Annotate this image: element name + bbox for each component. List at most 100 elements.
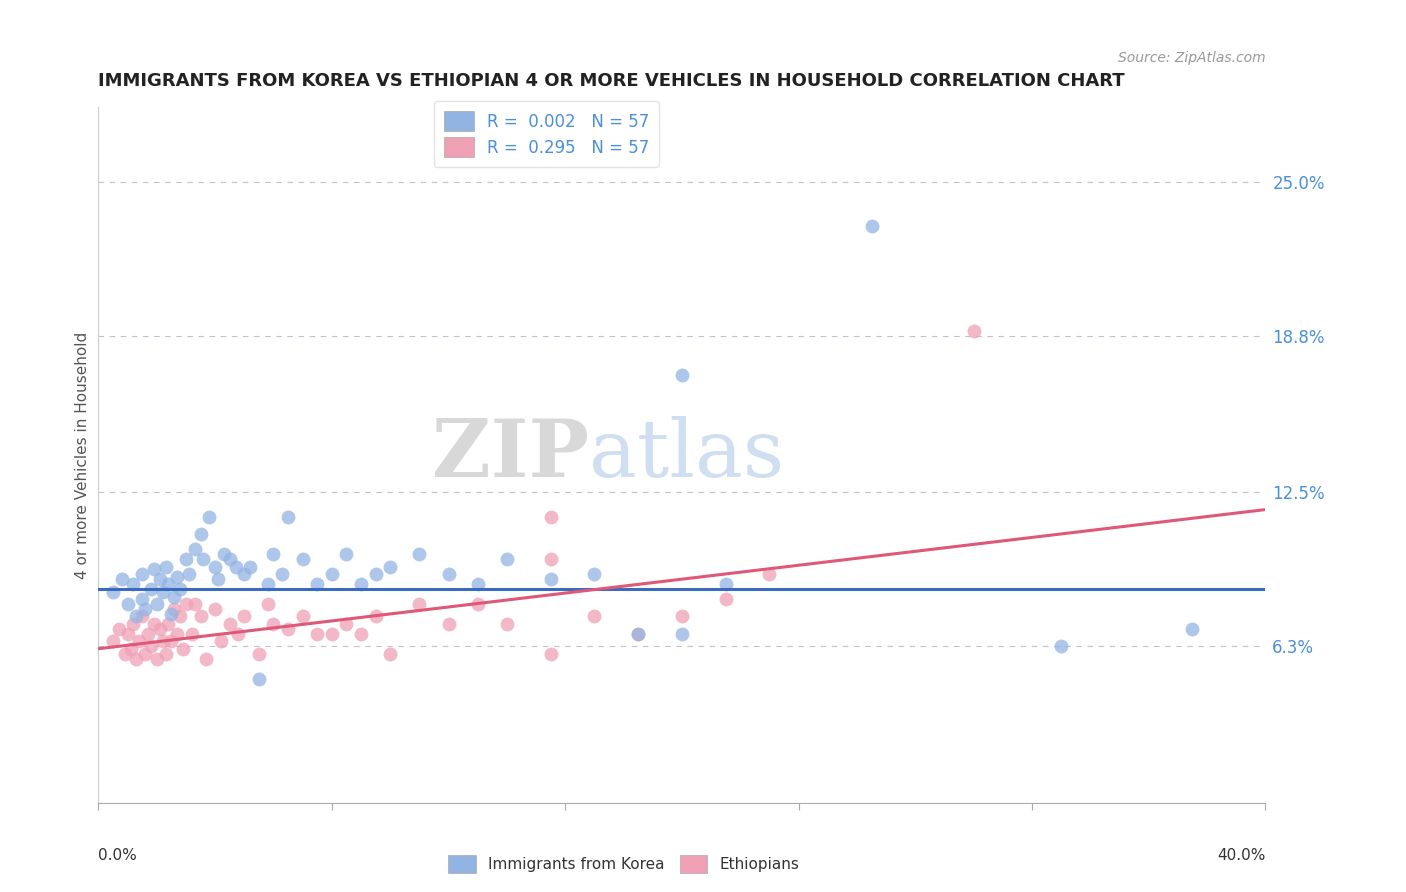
Point — [714, 592, 737, 607]
Point — [172, 641, 194, 656]
Point — [307, 577, 329, 591]
Point — [540, 510, 562, 524]
Point — [714, 577, 737, 591]
Point — [114, 647, 136, 661]
Point — [467, 597, 489, 611]
Point — [350, 627, 373, 641]
Point — [177, 567, 200, 582]
Point — [962, 324, 984, 338]
Point — [131, 609, 153, 624]
Point — [120, 641, 142, 656]
Point — [262, 547, 284, 561]
Point — [134, 647, 156, 661]
Point — [204, 602, 226, 616]
Text: IMMIGRANTS FROM KOREA VS ETHIOPIAN 4 OR MORE VEHICLES IN HOUSEHOLD CORRELATION C: IMMIGRANTS FROM KOREA VS ETHIOPIAN 4 OR … — [98, 72, 1125, 90]
Point — [195, 651, 218, 665]
Point — [152, 634, 174, 648]
Point — [125, 651, 148, 665]
Point — [247, 647, 270, 661]
Point — [467, 577, 489, 591]
Point — [155, 559, 177, 574]
Text: 0.0%: 0.0% — [98, 847, 138, 863]
Point — [218, 552, 240, 566]
Point — [540, 552, 562, 566]
Point — [174, 552, 197, 566]
Point — [247, 672, 270, 686]
Point — [193, 552, 215, 566]
Point — [101, 584, 124, 599]
Point — [1181, 622, 1204, 636]
Point — [117, 627, 139, 641]
Point — [233, 609, 256, 624]
Point — [180, 627, 202, 641]
Point — [183, 542, 205, 557]
Point — [496, 616, 519, 631]
Point — [122, 616, 145, 631]
Point — [183, 597, 205, 611]
Point — [364, 567, 387, 582]
Point — [131, 567, 153, 582]
Point — [291, 552, 314, 566]
Text: 40.0%: 40.0% — [1218, 847, 1265, 863]
Point — [277, 622, 299, 636]
Point — [142, 562, 165, 576]
Point — [380, 559, 402, 574]
Point — [157, 616, 180, 631]
Point — [163, 602, 186, 616]
Point — [155, 647, 177, 661]
Point — [239, 559, 262, 574]
Point — [321, 627, 343, 641]
Point — [671, 627, 693, 641]
Point — [149, 622, 172, 636]
Text: Source: ZipAtlas.com: Source: ZipAtlas.com — [1118, 52, 1265, 65]
Point — [108, 622, 131, 636]
Point — [228, 627, 250, 641]
Point — [218, 616, 240, 631]
Point — [408, 597, 430, 611]
Point — [174, 597, 197, 611]
Y-axis label: 4 or more Vehicles in Household: 4 or more Vehicles in Household — [75, 331, 90, 579]
Point — [207, 572, 229, 586]
Point — [627, 627, 650, 641]
Point — [307, 627, 329, 641]
Point — [166, 627, 188, 641]
Point — [146, 651, 169, 665]
Legend: Immigrants from Korea, Ethiopians: Immigrants from Korea, Ethiopians — [441, 849, 806, 879]
Point — [134, 602, 156, 616]
Point — [671, 609, 693, 624]
Point — [496, 552, 519, 566]
Point — [277, 510, 299, 524]
Point — [146, 597, 169, 611]
Point — [149, 572, 172, 586]
Point — [758, 567, 780, 582]
Point — [131, 592, 153, 607]
Point — [335, 616, 357, 631]
Point — [125, 609, 148, 624]
Point — [335, 547, 357, 561]
Point — [101, 634, 124, 648]
Point — [169, 609, 191, 624]
Point — [256, 577, 278, 591]
Point — [160, 634, 183, 648]
Point — [271, 567, 294, 582]
Point — [142, 616, 165, 631]
Point — [128, 634, 150, 648]
Point — [1050, 639, 1073, 653]
Point — [671, 368, 693, 383]
Point — [198, 510, 221, 524]
Point — [627, 627, 650, 641]
Text: ZIP: ZIP — [432, 416, 589, 494]
Point — [166, 570, 188, 584]
Point — [204, 559, 226, 574]
Point — [437, 567, 460, 582]
Point — [321, 567, 343, 582]
Point — [139, 639, 162, 653]
Point — [136, 627, 159, 641]
Point — [117, 597, 139, 611]
Point — [111, 572, 134, 586]
Point — [583, 609, 606, 624]
Point — [540, 647, 562, 661]
Point — [163, 590, 186, 604]
Point — [262, 616, 284, 631]
Point — [190, 527, 212, 541]
